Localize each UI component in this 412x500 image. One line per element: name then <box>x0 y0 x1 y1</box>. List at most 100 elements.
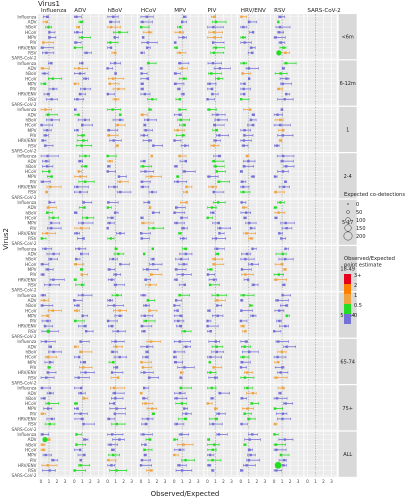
y-tick-label: RSV <box>28 468 37 473</box>
data-point <box>113 211 117 214</box>
data-point <box>274 443 278 446</box>
panel-background <box>304 199 337 245</box>
data-point <box>117 252 120 256</box>
data-point <box>275 376 278 379</box>
data-point <box>176 309 179 312</box>
y-tick-label: ADV <box>28 344 37 349</box>
legend: Expected co-detections 0 50 100 150 200 Observ… <box>343 192 405 324</box>
data-point <box>212 144 215 147</box>
y-tick-label: PIV <box>30 226 37 231</box>
data-point <box>239 98 243 101</box>
y-tick-label: PIV <box>30 40 37 45</box>
data-point <box>110 464 113 467</box>
data-point <box>251 247 254 250</box>
data-point <box>245 154 249 158</box>
data-point <box>109 41 112 44</box>
panel-background <box>304 106 337 152</box>
data-point <box>41 448 45 452</box>
data-point <box>208 361 211 364</box>
data-point <box>148 283 152 287</box>
y-tick-label: SARS-CoV-2 <box>12 148 37 153</box>
data-point <box>178 448 182 452</box>
data-point <box>180 216 183 220</box>
x-tick-label: 2 <box>122 479 125 484</box>
data-point <box>218 67 222 70</box>
data-point <box>243 165 246 168</box>
x-tick-label: 2 <box>289 479 292 484</box>
data-point <box>115 144 119 147</box>
x-tick-label: 0 <box>206 479 209 484</box>
data-point <box>73 469 76 472</box>
data-point <box>41 273 45 276</box>
data-point <box>45 190 48 194</box>
data-point <box>242 144 246 147</box>
data-point <box>118 31 121 34</box>
color-legend-title: Observed/Expected <box>344 256 395 262</box>
data-point <box>178 294 182 297</box>
data-point <box>243 82 246 85</box>
panel-background <box>137 431 171 477</box>
y-tick-label: hBoV <box>26 164 37 169</box>
data-point <box>81 294 84 297</box>
data-point <box>151 263 155 266</box>
data-point <box>47 206 50 209</box>
data-point <box>209 268 212 271</box>
data-point <box>285 62 288 65</box>
data-point <box>150 175 153 178</box>
data-point <box>109 20 113 24</box>
data-point <box>46 154 49 158</box>
data-point <box>143 371 146 374</box>
data-point <box>76 407 79 410</box>
data-point <box>244 273 247 276</box>
panel-background <box>304 292 337 338</box>
data-point <box>48 283 52 287</box>
data-point <box>278 25 282 29</box>
facet-row-title: Virus2 <box>2 228 10 250</box>
data-point <box>181 273 184 276</box>
data-point <box>75 433 78 436</box>
y-tick-label: Influenza <box>17 61 37 66</box>
data-point <box>173 211 176 214</box>
data-point <box>142 252 146 256</box>
data-point <box>145 355 148 359</box>
y-tick-label: SARS-CoV-2 <box>12 380 37 385</box>
data-point <box>84 371 87 374</box>
data-point <box>216 299 219 302</box>
size-legend-label: 150 <box>356 226 366 232</box>
col-strip-label: HRV/ENV <box>241 8 266 14</box>
y-tick-label: hBoV <box>26 71 37 76</box>
data-point <box>85 216 89 220</box>
row-strip-label: 6-12m <box>340 81 356 87</box>
data-point <box>178 87 181 91</box>
data-point <box>84 330 88 333</box>
data-point <box>185 190 188 194</box>
size-legend-key <box>346 210 350 214</box>
data-point <box>180 371 183 374</box>
data-point <box>248 448 251 452</box>
data-point <box>175 397 178 400</box>
data-point <box>79 464 82 467</box>
data-point <box>73 299 76 302</box>
y-tick-label: ADV <box>28 391 37 396</box>
row-strip-label: 75+ <box>342 406 353 412</box>
data-point <box>108 159 112 163</box>
data-point <box>174 72 177 75</box>
data-point <box>218 232 221 235</box>
data-point <box>41 139 45 142</box>
data-point <box>207 464 211 467</box>
data-point <box>173 41 177 44</box>
x-tick-label: 0 <box>73 479 76 484</box>
data-point <box>178 98 182 101</box>
data-point <box>43 72 46 75</box>
data-point <box>212 278 216 281</box>
data-point <box>244 257 247 261</box>
data-point <box>80 268 83 271</box>
y-tick-label: PIV <box>30 319 37 324</box>
data-point <box>142 330 146 333</box>
data-point <box>46 92 50 96</box>
data-point <box>117 175 121 178</box>
data-point <box>142 159 146 163</box>
x-tick-label: 3 <box>297 479 300 484</box>
data-point <box>183 330 186 333</box>
data-point <box>114 283 117 287</box>
